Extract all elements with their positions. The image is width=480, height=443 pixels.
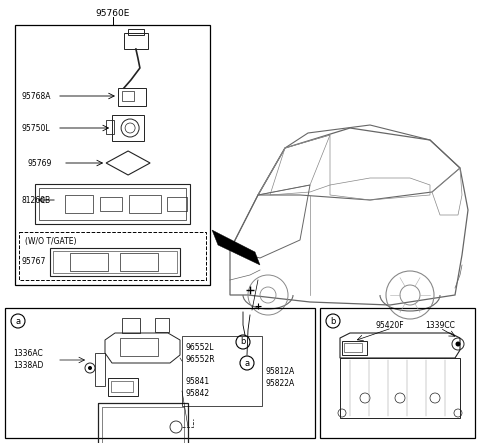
- Bar: [108, 378, 138, 396]
- Bar: [111, 381, 133, 392]
- Text: 95769: 95769: [27, 159, 51, 167]
- Bar: [50, 248, 180, 276]
- Bar: [155, 318, 169, 332]
- Bar: [120, 338, 158, 356]
- Text: a: a: [244, 358, 250, 368]
- Bar: [106, 120, 114, 134]
- Bar: [5, 308, 315, 438]
- Bar: [70, 253, 108, 271]
- Bar: [102, 407, 184, 443]
- Text: 95750L: 95750L: [21, 124, 49, 132]
- Text: 95822A: 95822A: [265, 378, 294, 388]
- Text: 96552R: 96552R: [185, 355, 215, 365]
- Bar: [167, 197, 187, 211]
- Bar: [128, 29, 144, 35]
- Text: 95841: 95841: [185, 377, 209, 386]
- Text: 81260B: 81260B: [21, 195, 50, 205]
- Text: 95812A: 95812A: [265, 366, 294, 376]
- Bar: [118, 88, 146, 106]
- Bar: [39, 188, 186, 220]
- Text: 95768A: 95768A: [21, 92, 50, 101]
- Text: b: b: [330, 316, 336, 326]
- Bar: [182, 336, 262, 406]
- Bar: [53, 251, 177, 273]
- Text: 1338AD: 1338AD: [13, 361, 43, 369]
- Text: 1336AC: 1336AC: [13, 349, 43, 358]
- Bar: [19, 232, 206, 280]
- Text: b: b: [240, 338, 246, 346]
- Text: a: a: [15, 316, 21, 326]
- Polygon shape: [212, 230, 260, 265]
- Bar: [342, 341, 367, 355]
- Bar: [120, 253, 158, 271]
- Bar: [320, 308, 475, 438]
- Text: 95760E: 95760E: [96, 8, 130, 18]
- Bar: [15, 25, 210, 285]
- Bar: [100, 197, 122, 211]
- Bar: [124, 33, 148, 49]
- Text: 95767: 95767: [21, 257, 46, 267]
- Bar: [129, 195, 161, 213]
- Bar: [98, 403, 188, 443]
- Bar: [112, 115, 144, 141]
- Circle shape: [88, 366, 92, 370]
- Bar: [122, 318, 140, 333]
- Text: 95842: 95842: [185, 389, 209, 399]
- Text: 95420F: 95420F: [375, 322, 404, 330]
- Text: 1339CC: 1339CC: [425, 322, 455, 330]
- Bar: [122, 91, 134, 101]
- Bar: [65, 195, 93, 213]
- Bar: [344, 343, 362, 352]
- Text: (W/O T/GATE): (W/O T/GATE): [25, 237, 76, 245]
- Circle shape: [456, 342, 460, 346]
- Text: 96552L: 96552L: [185, 343, 214, 353]
- Bar: [35, 184, 190, 224]
